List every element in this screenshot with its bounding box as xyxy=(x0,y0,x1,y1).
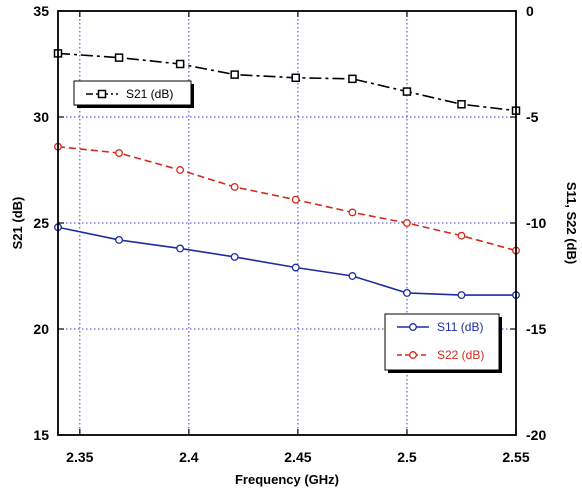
y-axis-right-label: S11, S22 (dB) xyxy=(564,182,579,264)
plot-frame xyxy=(57,10,517,436)
x-tick-label: 2.35 xyxy=(66,449,93,465)
data-point-s22 xyxy=(457,231,466,240)
y-right-tick-label: -10 xyxy=(526,215,546,231)
data-point-s22 xyxy=(230,183,239,191)
x-axis-label: Frequency (GHz) xyxy=(235,472,339,487)
legend-label-s11: S11 (dB) xyxy=(437,320,483,334)
y-axis-left-label: S21 (dB) xyxy=(10,197,25,250)
data-point-s22 xyxy=(291,195,300,204)
data-point-s11 xyxy=(115,236,124,244)
x-tick-label: 2.55 xyxy=(502,449,529,465)
y-left-tick-label: 35 xyxy=(33,3,49,19)
legend-layer: S21 (dB) S11 (dB) S22 (dB) xyxy=(73,80,502,373)
legend-label-s22: S22 (dB) xyxy=(437,348,484,362)
legend-s11-s22-box xyxy=(384,313,500,371)
y-left-tick-label: 30 xyxy=(33,109,49,125)
legend-marker-s11 xyxy=(409,323,417,331)
y-right-tick-label: -15 xyxy=(526,321,546,337)
data-point-s11 xyxy=(176,244,185,253)
data-point-s11 xyxy=(403,289,411,297)
data-point-s11 xyxy=(348,272,357,280)
y-left-tick-label: 25 xyxy=(33,215,49,231)
y-left-tick-label: 15 xyxy=(33,427,49,443)
legend-s21-box xyxy=(73,80,192,106)
x-tick-label: 2.45 xyxy=(284,449,311,465)
tick-layer: 2.35 2.4 2.45 2.5 2.55 15 20 25 30 35 -20 -15 -10 -5 0 xyxy=(33,3,546,465)
data-point-s22 xyxy=(403,219,411,227)
data-point-s22 xyxy=(115,149,124,157)
data-point-s11 xyxy=(457,291,466,300)
y-left-tick-label: 20 xyxy=(33,321,49,337)
y-right-tick-label: -5 xyxy=(526,109,539,125)
data-point-s22 xyxy=(176,166,185,174)
y-right-tick-label: 0 xyxy=(526,3,534,19)
data-point-s11 xyxy=(291,263,300,272)
data-point-s21 xyxy=(348,74,357,84)
data-point-s21 xyxy=(175,59,185,69)
data-point-s11 xyxy=(230,252,239,261)
data-point-s21 xyxy=(114,53,124,62)
legend-marker-s21 xyxy=(97,89,107,99)
data-point-s21 xyxy=(402,87,412,96)
data-point-s21 xyxy=(230,70,239,79)
x-tick-label: 2.5 xyxy=(397,449,417,465)
data-point-s21 xyxy=(457,100,466,109)
data-point-s21 xyxy=(291,73,300,83)
data-point-s22 xyxy=(348,208,357,217)
x-tick-label: 2.4 xyxy=(179,449,199,465)
y-right-tick-label: -20 xyxy=(526,427,546,443)
legend-marker-s22 xyxy=(409,351,417,359)
legend-label-s21: S21 (dB) xyxy=(126,87,173,101)
